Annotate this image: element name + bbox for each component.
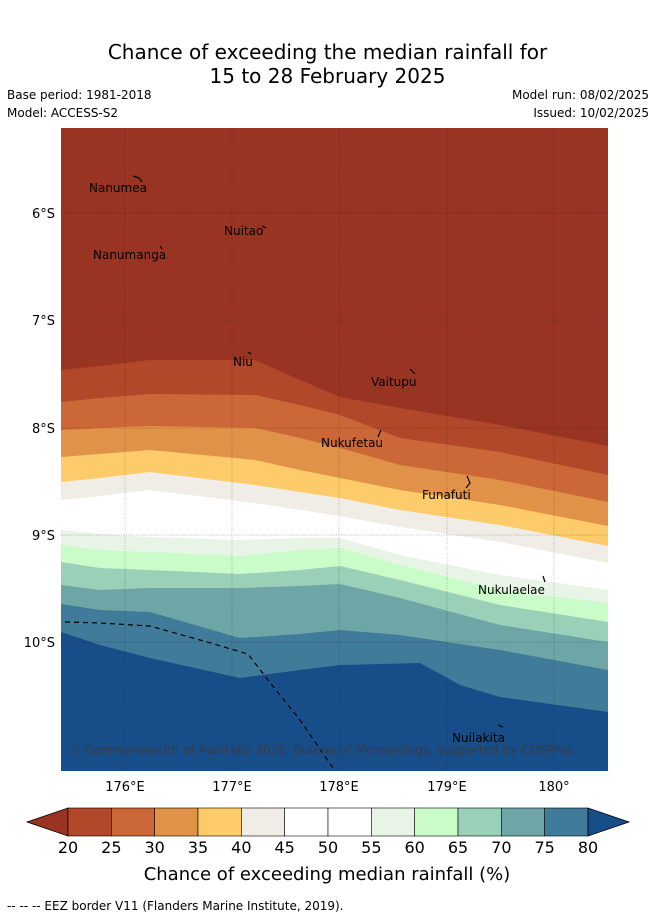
colorbar-arrow-low	[25, 807, 69, 837]
island-label-nukulaelae: Nukulaelae	[478, 583, 545, 597]
issued-date: Issued: 10/02/2025	[533, 106, 649, 120]
lon-label-179e: 179°E	[427, 780, 467, 795]
island-label-nuitao: Nuitao	[224, 224, 263, 238]
eez-footnote: -- -- -- EEZ border V11 (Flanders Marine…	[7, 899, 344, 913]
colorbar: 20 25 30 35 40 45 50 55 60 65 70 75 80 Chance of exc…	[25, 807, 631, 885]
colorbar-arrow-high	[587, 807, 631, 837]
colorbar-tick-label: 75	[534, 838, 554, 857]
title-line-1: Chance of exceeding the median rainfall …	[107, 40, 548, 64]
longitude-labels: 176°E 177°E 178°E 179°E 180°	[105, 780, 569, 795]
model-run: Model run: 08/02/2025	[511, 88, 649, 102]
island-labels: Nanumea Nuitao Nanumanga Niu Vaitupu Nuk…	[89, 181, 545, 745]
colorbar-tick-label: 25	[101, 838, 121, 857]
eez-border-line	[64, 621, 336, 771]
colorbar-segment	[197, 807, 242, 837]
island-label-funafuti: Funafuti	[422, 488, 471, 502]
band-over-80	[61, 632, 608, 771]
rainfall-probability-field: Nanumea Nuitao Nanumanga Niu Vaitupu Nuk…	[61, 128, 608, 771]
colorbar-segment	[284, 807, 329, 837]
lat-label-8s: 8°S	[32, 422, 55, 437]
colorbar-tick-label: 45	[274, 838, 294, 857]
colorbar-tick-label: 80	[578, 838, 598, 857]
model-name: Model: ACCESS-S2	[7, 106, 119, 120]
island-label-nukufetau: Nukufetau	[321, 436, 383, 450]
colorbar-tick-label: 35	[188, 838, 208, 857]
island-label-vaitupu: Vaitupu	[371, 375, 417, 389]
colorbar-segment	[241, 807, 285, 837]
island-label-nanumea: Nanumea	[89, 181, 147, 195]
lat-label-6s: 6°S	[32, 207, 55, 222]
latitude-labels: 6°S 7°S 8°S 9°S 10°S	[24, 207, 55, 651]
island-label-nuilakita: Nuilakita	[452, 731, 505, 745]
lat-label-7s: 7°S	[32, 314, 55, 329]
lon-label-178e: 178°E	[319, 780, 359, 795]
colorbar-tick-label: 55	[361, 838, 381, 857]
lon-label-176e: 176°E	[105, 780, 145, 795]
island-outlines	[132, 175, 546, 728]
colorbar-segment	[544, 807, 589, 837]
colorbar-tick-label: 50	[318, 838, 338, 857]
lat-label-9s: 9°S	[32, 529, 55, 544]
grid-lines	[61, 128, 608, 771]
title-line-2: 15 to 28 February 2025	[209, 64, 446, 88]
colorbar-tick-label: 30	[144, 838, 164, 857]
colorbar-segment	[457, 807, 502, 837]
colorbar-tick-label: 40	[231, 838, 251, 857]
colorbar-label: Chance of exceeding median rainfall (%)	[144, 864, 511, 885]
colorbar-segment	[501, 807, 545, 837]
island-label-niu: Niu	[233, 355, 253, 369]
lat-label-10s: 10°S	[24, 636, 55, 651]
colorbar-segment	[414, 807, 459, 837]
lon-label-180: 180°	[538, 780, 569, 795]
base-period: Base period: 1981-2018	[7, 88, 152, 102]
colorbar-segment	[154, 807, 199, 837]
island-label-nanumanga: Nanumanga	[93, 248, 166, 262]
colorbar-tick-label: 60	[404, 838, 424, 857]
colorbar-tick-label: 20	[58, 838, 78, 857]
colorbar-segment	[327, 807, 372, 837]
colorbar-tick-label: 70	[491, 838, 511, 857]
colorbar-segment	[371, 807, 415, 837]
chart-title: Chance of exceeding the median rainfall …	[0, 40, 655, 88]
colorbar-tick-label: 65	[448, 838, 468, 857]
copyright-notice: © Commonwealth of Australia 2025, Bureau…	[69, 743, 574, 757]
colorbar-segment	[111, 807, 155, 837]
colorbar-segment	[67, 807, 112, 837]
lon-label-177e: 177°E	[212, 780, 252, 795]
